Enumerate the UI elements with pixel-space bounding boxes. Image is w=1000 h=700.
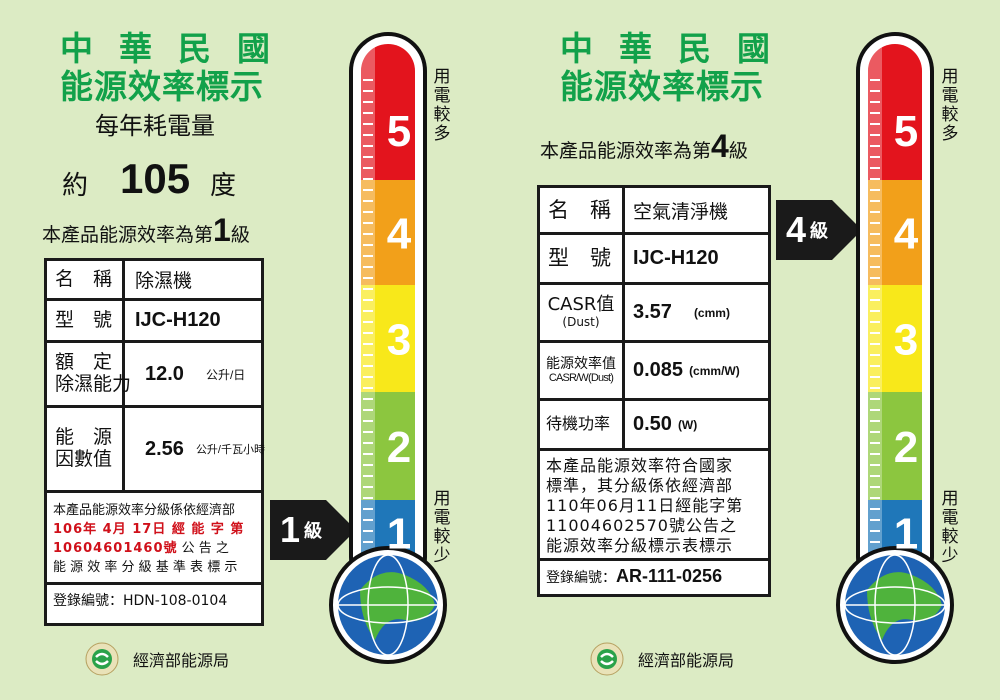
footer-text: 經濟部能源局 xyxy=(133,651,230,670)
capacity-unit: 公升/日 xyxy=(205,367,246,382)
announce-line: 能源效率分級標示表標示 xyxy=(546,536,734,555)
arrow-suffix: 級 xyxy=(304,521,323,542)
right-info-table: 名 稱空氣清淨機 型 號 IJC-H120 CASR值 (Dust) 3.57 (cmm… xyxy=(537,185,771,597)
grade-value: 1 xyxy=(213,212,231,248)
registration-number: 登錄編號：HDN-108-0104 xyxy=(53,593,228,609)
right-footer: 經濟部能源局 xyxy=(590,642,734,676)
left-title-line1: 中華民國 xyxy=(60,29,296,68)
level-label-4: 4 xyxy=(894,210,919,259)
announce-line3b: 公 告 之 xyxy=(177,541,229,556)
name-value: 空氣清淨機 xyxy=(633,200,729,223)
annual-value: 105 xyxy=(120,155,191,202)
efficiency-value: 0.085 xyxy=(633,359,684,381)
model-value: IJC-H120 xyxy=(633,247,719,269)
name-label: 名 稱 xyxy=(47,261,125,298)
standby-label: 待機功率 xyxy=(540,401,625,448)
casr-label: CASR值 xyxy=(547,294,615,316)
annual-consumption-label: 每年耗電量 xyxy=(95,112,215,140)
capacity-label-2: 除濕能力 xyxy=(55,373,132,395)
factor-label-2: 因數值 xyxy=(55,448,113,470)
model-label: 型 號 xyxy=(47,301,125,340)
casr-sub: (Dust) xyxy=(562,314,600,329)
right-title-line1: 中華民國 xyxy=(560,29,796,68)
arrow-suffix: 級 xyxy=(810,221,829,242)
announce-line: 11004602570號公告之 xyxy=(546,516,737,535)
name-label: 名 稱 xyxy=(540,188,625,232)
standby-unit: (W) xyxy=(677,417,698,432)
efficiency-unit: (cmm/W) xyxy=(689,363,740,378)
thermometer-bottom-label: 用電較少 xyxy=(941,489,959,566)
thermometer-bottom-label: 用電較少 xyxy=(433,489,451,566)
arrow-grade: 4 xyxy=(786,209,807,250)
capacity-value: 12.0 xyxy=(145,362,184,385)
left-title-line2: 能源效率標示 xyxy=(60,67,264,106)
registration-number: AR-111-0256 xyxy=(616,566,723,586)
grade-suffix: 級 xyxy=(728,140,748,162)
level-label-5: 5 xyxy=(387,107,411,156)
casr-value: 3.57 xyxy=(633,301,672,323)
left-footer: 經濟部能源局 xyxy=(85,642,229,676)
footer-text: 經濟部能源局 xyxy=(638,651,735,670)
right-title-line2: 能源效率標示 xyxy=(560,67,764,106)
level-label-3: 3 xyxy=(387,316,411,365)
factor-label-1: 能 源 xyxy=(55,426,113,449)
efficiency-label: 能源效率值 xyxy=(546,356,616,373)
level-label-5: 5 xyxy=(894,107,918,156)
annual-unit: 度 xyxy=(210,171,237,201)
level-label-2: 2 xyxy=(387,423,411,472)
announce-line3a: 10604601460號 xyxy=(53,541,178,556)
announce-line4: 能 源 效 率 分 級 基 準 表 標 示 xyxy=(53,560,238,575)
level-label-4: 4 xyxy=(387,210,412,259)
factor-unit: 公升/千瓦小時 xyxy=(195,444,265,456)
efficiency-sub: CASR/W(Dust) xyxy=(548,372,614,385)
model-value: IJC-H120 xyxy=(135,309,221,331)
energy-bureau-logo-icon xyxy=(590,642,624,676)
level-label-1: 1 xyxy=(894,510,918,559)
thermometer-top-label: 用電較多 xyxy=(433,67,451,144)
capacity-label-1: 額 定 xyxy=(55,351,113,374)
left-info-table: 名 稱除濕機 型 號 IJC-H120 額 定除濕能力 12.0 公升/日 能 源因數… xyxy=(44,258,265,626)
announce-line: 本產品能源效率符合國家 xyxy=(546,456,734,475)
announce-line2: 106年 4月 17日 經 能 字 第 xyxy=(53,522,245,537)
approx-label: 約 xyxy=(62,171,89,201)
energy-bureau-logo-icon xyxy=(85,642,119,676)
announce-line1: 本產品能源效率分級係依經濟部 xyxy=(53,503,236,518)
thermometer-top-label: 用電較多 xyxy=(941,67,959,144)
right-thermometer: 5 4 3 2 1 xyxy=(836,32,954,664)
standby-value: 0.50 xyxy=(633,413,672,435)
announce-text: 本產品能源效率符合國家 標準，其分級係依經濟部 110年06月11日經能字第 1100… xyxy=(546,456,764,556)
announce-line: 110年06月11日經能字第 xyxy=(546,496,744,515)
arrow-grade: 1 xyxy=(280,509,301,550)
level-label-3: 3 xyxy=(894,316,918,365)
grade-prefix: 本產品能源效率為第 xyxy=(42,224,214,246)
level-3-segment xyxy=(361,285,415,392)
level-label-1: 1 xyxy=(387,510,411,559)
left-thermometer: 5 4 3 2 1 xyxy=(329,32,447,664)
factor-value: 2.56 xyxy=(145,437,184,460)
level-3-segment xyxy=(868,285,922,392)
casr-unit: (cmm) xyxy=(693,305,730,320)
level-label-2: 2 xyxy=(894,423,918,472)
grade-value: 4 xyxy=(711,128,729,164)
model-label: 型 號 xyxy=(540,235,625,282)
reg-label: 登錄編號： xyxy=(546,570,616,586)
grade-suffix: 級 xyxy=(230,224,250,246)
announce-line: 標準，其分級係依經濟部 xyxy=(546,476,734,495)
grade-prefix: 本產品能源效率為第 xyxy=(540,140,712,162)
name-value: 除濕機 xyxy=(135,270,193,292)
